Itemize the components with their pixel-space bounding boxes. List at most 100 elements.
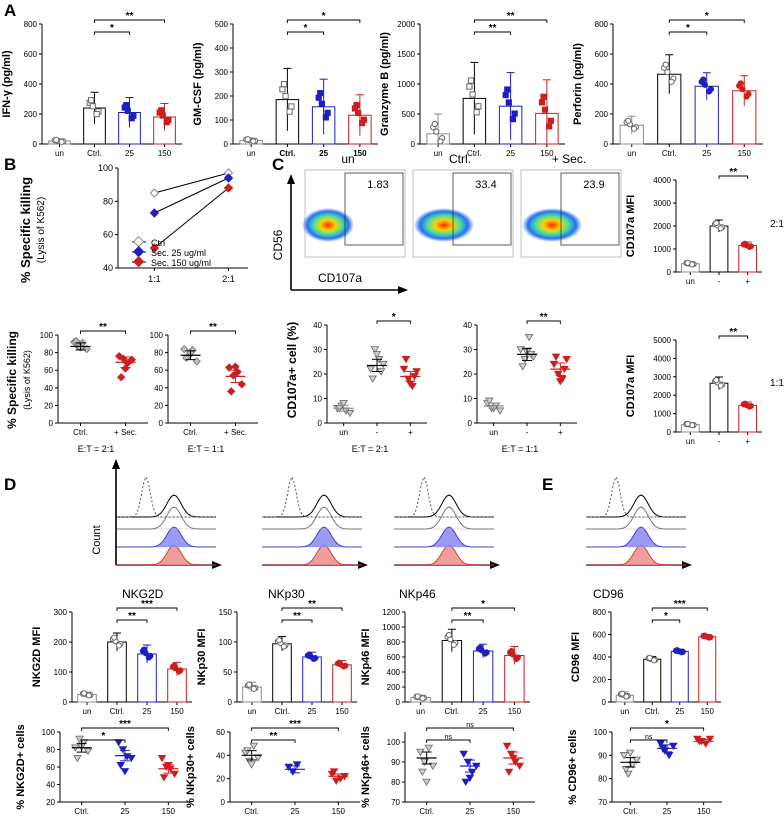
y-tick-label: 20 bbox=[463, 370, 472, 379]
x-tick-label: Ctrl. bbox=[645, 707, 660, 716]
y-tick-label: 150 bbox=[219, 608, 233, 617]
panel-label-e: E bbox=[542, 475, 553, 494]
y-tick-label: 80 bbox=[391, 778, 400, 787]
data-point bbox=[619, 690, 626, 697]
panel-label-c: C bbox=[272, 155, 284, 174]
data-point bbox=[331, 777, 341, 786]
flow-density-ctrl bbox=[414, 208, 474, 242]
x-tick-label: 2:1 bbox=[222, 274, 235, 284]
data-point bbox=[123, 101, 130, 109]
flow-title-un: un bbox=[341, 152, 354, 166]
x-tick-label: 25 bbox=[479, 707, 488, 716]
data-point bbox=[625, 117, 632, 124]
data-point bbox=[288, 103, 295, 110]
y-tick-label: 60 bbox=[154, 366, 163, 375]
y-axis-label: % CD96+ cells bbox=[567, 730, 579, 805]
significance-bracket bbox=[526, 320, 561, 324]
data-point bbox=[540, 93, 547, 100]
significance-label: ** bbox=[464, 611, 472, 622]
data-point bbox=[485, 397, 494, 405]
data-point bbox=[157, 754, 167, 763]
y-tick-label: 20 bbox=[154, 401, 163, 410]
data-point bbox=[53, 136, 60, 143]
y-tick-label: 100 bbox=[42, 728, 56, 737]
data-point bbox=[418, 768, 427, 777]
x-tick-label: 25 bbox=[675, 707, 684, 716]
data-point bbox=[495, 407, 505, 415]
significance-bracket bbox=[718, 175, 749, 179]
significance-label: ** bbox=[209, 322, 217, 333]
data-point bbox=[116, 761, 125, 770]
x-tick-label: Ctrl. bbox=[110, 707, 125, 716]
y-tick-label: 3000 bbox=[653, 199, 671, 208]
y-tick-label: 20 bbox=[46, 798, 55, 807]
data-point bbox=[461, 778, 470, 787]
data-point bbox=[428, 762, 438, 771]
y-tick-label: 1200 bbox=[382, 608, 400, 617]
significance-label: *** bbox=[141, 599, 153, 610]
significance-label: ns bbox=[466, 722, 474, 729]
granzyme-b-chart: 0 500 1000 1500 2000 un Ctrl. 25 150 Granzyme B (… bbox=[379, 11, 565, 158]
x-tick-label: + Sec. bbox=[114, 428, 137, 437]
y-tick-label: 1000 bbox=[397, 80, 415, 89]
hist-layer bbox=[586, 526, 686, 548]
panel-label-d: D bbox=[4, 475, 16, 494]
significance-bracket bbox=[426, 727, 514, 731]
x-tick-label: 150 bbox=[158, 149, 172, 158]
data-point bbox=[684, 420, 691, 427]
y-axis-label: % NKG2D+ cells bbox=[15, 724, 27, 809]
flow-value-un: 1.83 bbox=[367, 179, 388, 191]
data-point bbox=[502, 742, 512, 751]
x-tick-label: 1:1 bbox=[148, 274, 161, 284]
hist-layer bbox=[116, 506, 216, 530]
y-tick-label: 200 bbox=[215, 92, 229, 101]
data-point bbox=[424, 744, 434, 753]
data-point bbox=[481, 650, 489, 657]
x-tick-label: - bbox=[526, 428, 529, 437]
data-point bbox=[318, 100, 325, 107]
x-tick-label: 150 bbox=[353, 149, 367, 158]
data-point bbox=[555, 378, 565, 386]
y-tick-label: 0 bbox=[49, 419, 54, 428]
hist-isotype bbox=[262, 475, 362, 518]
nkp46-mfi-chart: 0 200 400 600 800 1000 1200 un Ctrl. 25 150 NKp46 M… bbox=[360, 599, 530, 716]
significance-label: ** bbox=[128, 611, 136, 622]
gm-csf-chart: 0 100 200 300 400 500 un Ctrl. 25 150 GM-CSF (pg/m… bbox=[192, 11, 378, 158]
x-tick-label: un bbox=[686, 437, 695, 446]
significance-bracket bbox=[251, 739, 296, 743]
data-point bbox=[717, 382, 724, 389]
significance-bracket bbox=[668, 19, 745, 23]
x-tick-label: + bbox=[745, 277, 750, 286]
flow-density-sec bbox=[522, 208, 582, 242]
hist-layer bbox=[394, 494, 494, 518]
data-point bbox=[310, 655, 317, 662]
y-tick-label: 400 bbox=[24, 80, 38, 89]
data-point bbox=[372, 351, 382, 359]
significance-bracket bbox=[451, 619, 484, 623]
flow-density-un bbox=[302, 208, 354, 242]
data-point bbox=[546, 123, 553, 130]
y-tick-label: 0 bbox=[411, 140, 416, 149]
nkp30-mfi-chart: 0 50 100 150 un Ctrl. 25 150 NKp30 MFI ** ** bbox=[196, 599, 357, 716]
x-tick-label: - bbox=[376, 428, 379, 437]
b-legend: Ctrl Sec. 25 ug/ml Sec. 150 ug/ml bbox=[132, 235, 211, 268]
data-point bbox=[625, 749, 635, 758]
data-point bbox=[114, 739, 123, 747]
y-tick-label: 80 bbox=[154, 349, 163, 358]
y-tick-label: 4000 bbox=[653, 176, 671, 185]
y-tick-label: 100 bbox=[150, 331, 164, 340]
x-tick-label: 150 bbox=[738, 149, 752, 158]
data-point bbox=[518, 363, 527, 371]
data-point bbox=[619, 752, 629, 760]
data-point bbox=[504, 86, 511, 93]
significance-bracket bbox=[80, 330, 126, 334]
data-point bbox=[505, 99, 512, 106]
x-tick-label: Ctrl. bbox=[467, 149, 482, 158]
y-tick-label: 100 bbox=[219, 638, 233, 647]
data-point bbox=[75, 735, 84, 744]
y-tick-label: 0 bbox=[667, 268, 672, 277]
data-point bbox=[170, 770, 179, 779]
y-tick-label: 600 bbox=[387, 653, 401, 662]
